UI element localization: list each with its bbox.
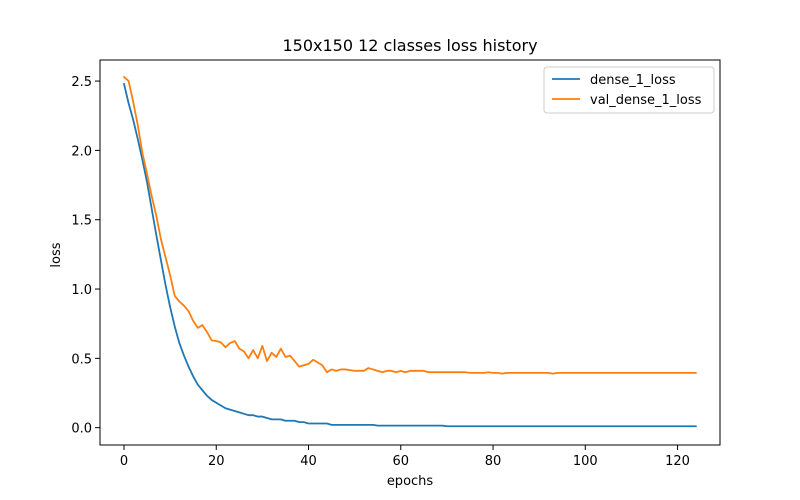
x-tick-label: 80 — [485, 454, 502, 469]
legend-label: dense_1_loss — [590, 73, 676, 88]
x-tick-label: 40 — [300, 454, 317, 469]
chart-title: 150x150 12 classes loss history — [282, 36, 537, 55]
x-axis-label: epochs — [387, 474, 434, 489]
plot-area — [123, 76, 697, 428]
y-tick-label: 2.0 — [71, 144, 92, 159]
x-axis: 0 20 40 60 80 100 120 — [120, 445, 690, 469]
series-line-val-dense-1-loss — [123, 76, 697, 375]
legend-label: val_dense_1_loss — [590, 93, 702, 108]
x-tick-label: 0 — [120, 454, 128, 469]
axes-frame — [99, 59, 721, 446]
y-tick-label: 2.5 — [71, 75, 92, 90]
y-axis-label: loss — [49, 242, 64, 267]
legend-box — [543, 66, 715, 114]
y-tick-label: 0.0 — [71, 422, 92, 437]
y-tick-label: 1.5 — [71, 214, 92, 229]
x-tick-label: 60 — [393, 454, 410, 469]
x-tick-label: 120 — [665, 454, 690, 469]
legend: dense_1_loss val_dense_1_loss — [543, 66, 715, 114]
x-tick-label: 20 — [208, 454, 225, 469]
x-tick-label: 100 — [573, 454, 598, 469]
series-line-dense-1-loss — [123, 82, 697, 428]
y-tick-label: 1.0 — [71, 283, 92, 298]
y-tick-label: 0.5 — [71, 352, 92, 367]
y-axis: 0.0 0.5 1.0 1.5 2.0 2.5 — [71, 75, 100, 437]
